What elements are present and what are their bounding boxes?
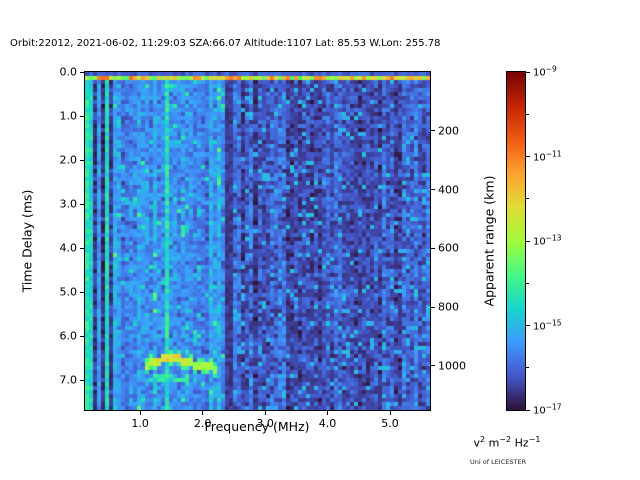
y-axis-tick — [80, 159, 84, 161]
x-axis-tick — [327, 411, 329, 415]
y-axis-tick — [80, 335, 84, 337]
plot-title: Orbit:22012, 2021-06-02, 11:29:03 SZA:66… — [10, 38, 441, 49]
unit-exponent: −2 — [499, 435, 512, 444]
y-axis-tick-label: 5.0 — [59, 285, 78, 299]
colorbar-tick — [526, 71, 530, 73]
unit-text: m — [485, 436, 500, 450]
x-axis-tick — [202, 411, 204, 415]
x-axis-tick — [389, 411, 391, 415]
spectrogram-heatmap — [85, 72, 430, 410]
y-axis-tick-label: 3.0 — [59, 197, 78, 211]
unit-exponent: −1 — [528, 435, 541, 444]
y-axis-tick — [80, 291, 84, 293]
colorbar-tick-label: 10−9 — [533, 64, 557, 79]
range-axis-tick — [431, 247, 435, 249]
x-axis-tick — [264, 411, 266, 415]
credit-text: Uni of LEICESTER — [470, 458, 527, 466]
colorbar-tick-label: 10−15 — [533, 317, 562, 333]
colorbar-tick — [526, 325, 530, 326]
range-axis-tick-label: 600 — [438, 241, 459, 255]
colorbar-tick-label: 10−13 — [533, 233, 562, 248]
unit-exponent: 2 — [480, 435, 486, 444]
unit-text: v — [473, 436, 481, 450]
y-axis-tick — [80, 115, 84, 117]
plot-border — [84, 71, 431, 411]
y-axis-tick-label: 7.0 — [59, 373, 78, 387]
range-axis-tick-label: 200 — [438, 124, 459, 138]
x-axis-tick-label: 5.0 — [381, 417, 399, 430]
y-axis-tick — [80, 203, 84, 205]
x-axis-tick-label: 3.0 — [256, 417, 274, 430]
y-axis-tick — [80, 71, 84, 73]
x-axis-tick-label: 1.0 — [131, 417, 149, 430]
colorbar-minor-tick — [526, 367, 529, 369]
colorbar-tick-exponent: −17 — [545, 402, 562, 412]
apparent-range-axis-label: Apparent range (km) — [481, 175, 497, 307]
x-axis-tick — [139, 411, 141, 415]
range-axis-tick-label: 800 — [438, 300, 459, 314]
colorbar-tick-exponent: −9 — [545, 64, 557, 74]
x-axis-tick-label: 4.0 — [318, 417, 337, 430]
colorbar-minor-tick — [526, 113, 529, 115]
unit-text: Hz — [511, 436, 529, 450]
y-axis-tick-label: 4.0 — [59, 241, 78, 255]
colorbar-gradient — [507, 72, 525, 410]
colorbar-tick — [526, 409, 530, 411]
time-delay-axis-label: Time Delay (ms) — [19, 189, 35, 293]
y-axis-tick-label: 0.0 — [59, 65, 78, 79]
colorbar-tick-label: 10−11 — [533, 148, 562, 164]
y-axis-tick-label: 2.0 — [59, 153, 78, 167]
colorbar-tick-exponent: −15 — [545, 317, 562, 327]
range-axis-tick — [431, 189, 435, 190]
x-axis-tick-label: 2.0 — [193, 417, 212, 430]
y-axis-tick — [80, 379, 84, 381]
colorbar-minor-tick — [526, 282, 529, 284]
colorbar-tick-label: 10−17 — [533, 402, 562, 417]
colorbar-tick — [526, 240, 530, 242]
range-axis-tick — [431, 306, 435, 308]
y-axis-tick-label: 6.0 — [59, 329, 78, 343]
frequency-axis-label: Frequency (MHz) — [204, 419, 310, 434]
colorbar-tick-exponent: −11 — [545, 148, 562, 158]
colorbar-tick — [526, 156, 530, 157]
y-axis-tick-label: 1.0 — [59, 109, 78, 123]
range-axis-tick-label: 400 — [438, 183, 459, 196]
range-axis-tick — [431, 365, 435, 367]
range-axis-tick-label: 1000 — [438, 359, 466, 373]
y-axis-tick — [80, 247, 84, 249]
range-axis-tick — [431, 130, 435, 132]
colorbar-tick-exponent: −13 — [545, 233, 562, 243]
colorbar-minor-tick — [526, 198, 529, 200]
colorbar-border — [506, 71, 526, 411]
colorbar-unit-label: v2 m−2 Hz−1 — [474, 435, 541, 450]
